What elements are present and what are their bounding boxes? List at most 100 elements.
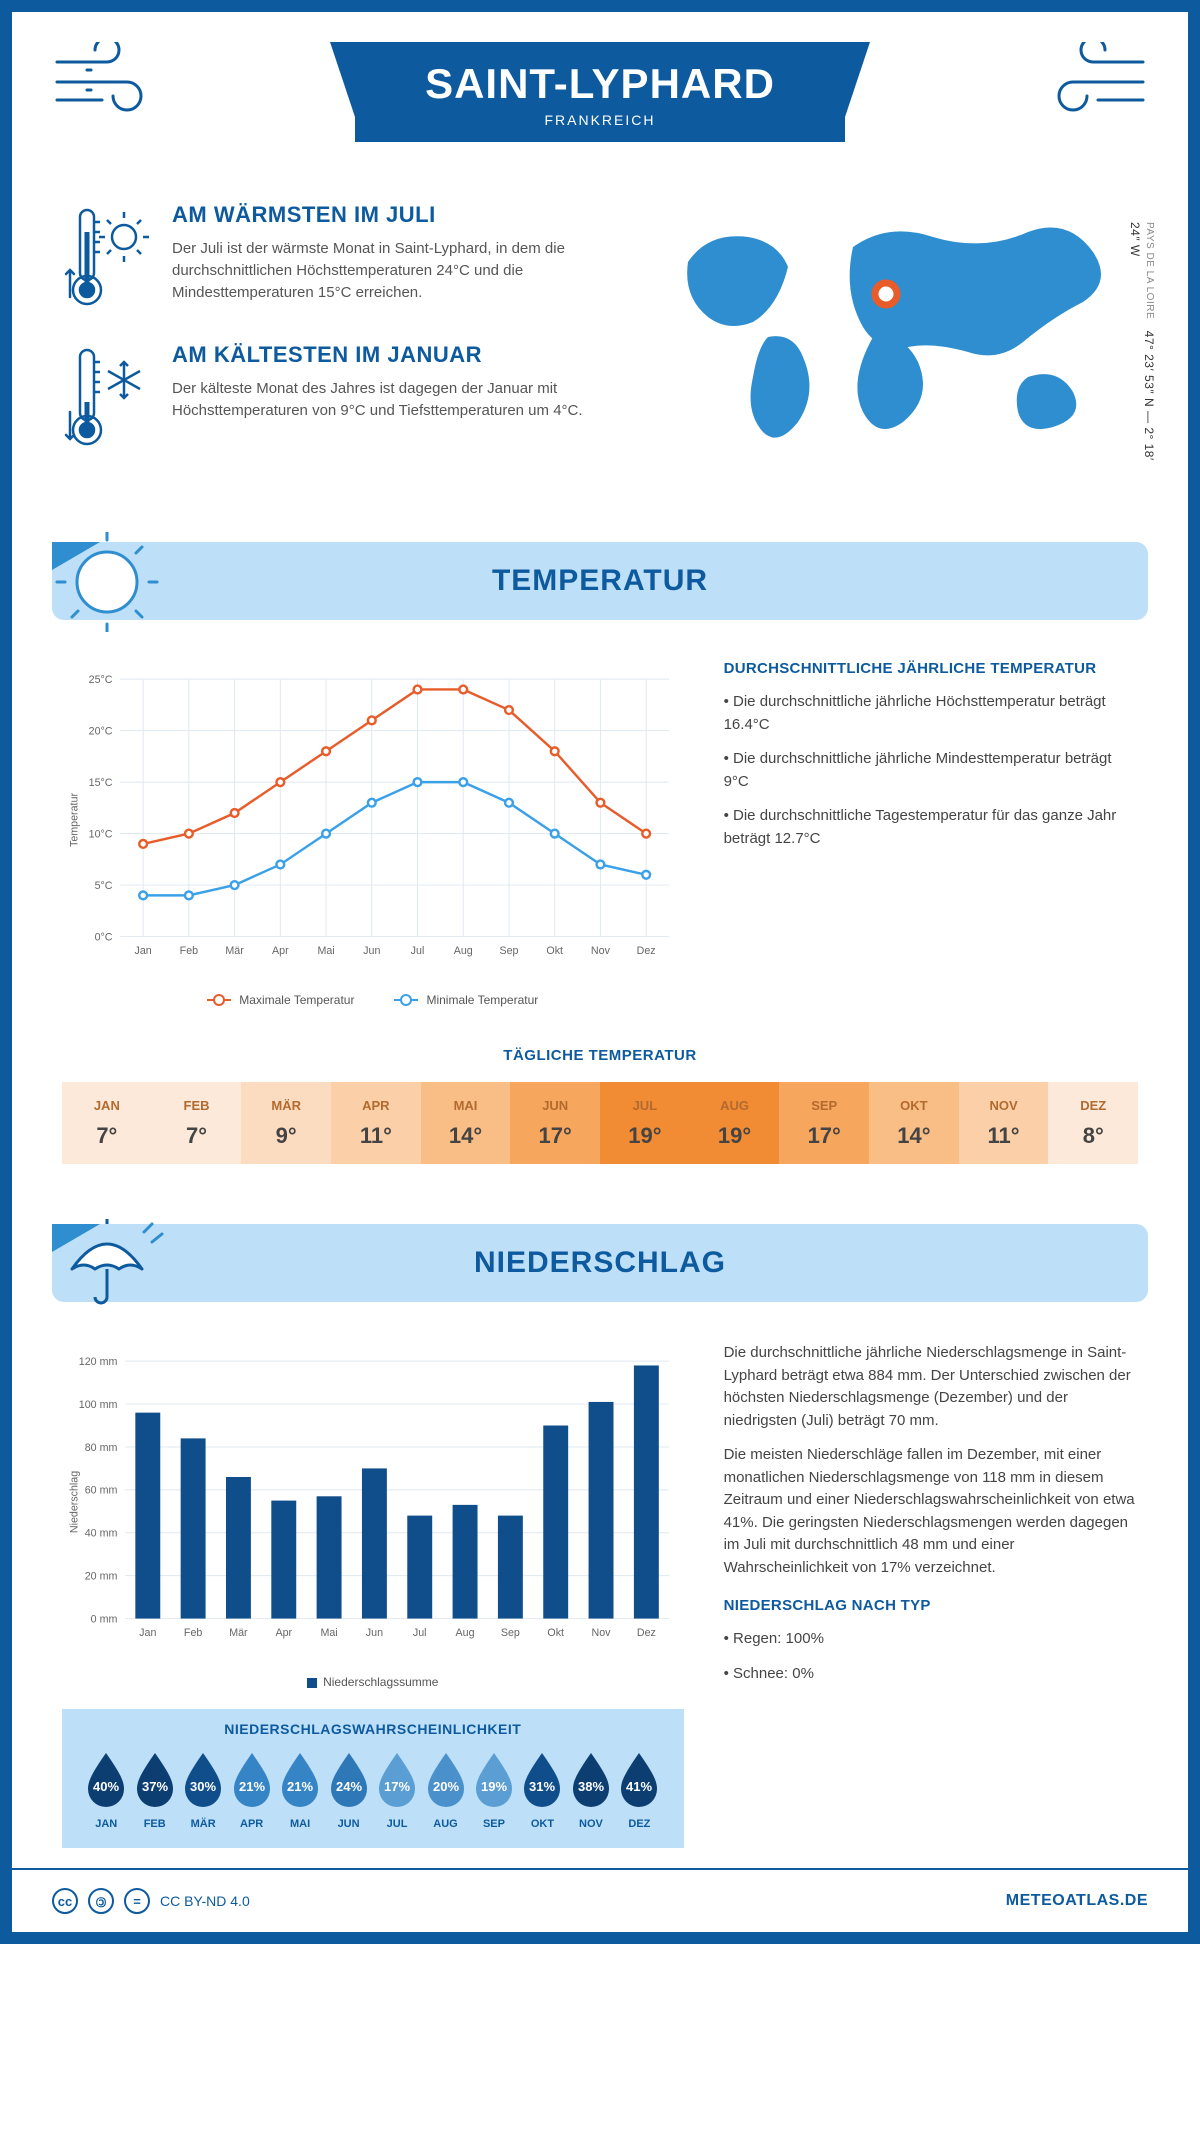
svg-text:Niederschlag: Niederschlag [69, 1471, 81, 1533]
daily-temp-title: TÄGLICHE TEMPERATUR [62, 1047, 1138, 1064]
world-map-icon [658, 202, 1138, 462]
temp-cell: MÄR9° [241, 1082, 331, 1164]
section-title: TEMPERATUR [52, 564, 1148, 598]
precip-text-2: Die meisten Niederschläge fallen im Deze… [724, 1444, 1138, 1579]
svg-text:5°C: 5°C [95, 880, 113, 892]
page-frame: SAINT-LYPHARD FRANKREICH [0, 0, 1200, 1944]
temp-cell: APR11° [331, 1082, 421, 1164]
svg-text:Mai: Mai [317, 945, 334, 957]
wind-icon-right [1028, 42, 1148, 122]
precipitation-bar-chart: 0 mm20 mm40 mm60 mm80 mm100 mm120 mmNied… [62, 1342, 684, 1662]
temp-cell: OKT14° [869, 1082, 959, 1164]
svg-text:Jul: Jul [413, 1627, 427, 1639]
legend-min-label: Minimale Temperatur [426, 993, 538, 1007]
intro-section: AM WÄRMSTEN IM JULI Der Juli ist der wär… [12, 192, 1188, 522]
legend-max-label: Maximale Temperatur [239, 993, 354, 1007]
precip-type-1: • Regen: 100% [724, 1628, 1138, 1651]
cc-icon: cc [52, 1888, 78, 1914]
section-header-temperatur: TEMPERATUR [52, 542, 1148, 620]
license-text: CC BY-ND 4.0 [160, 1893, 250, 1909]
footer: cc 🄯 = CC BY-ND 4.0 METEOATLAS.DE [12, 1868, 1188, 1932]
intro-facts: AM WÄRMSTEN IM JULI Der Juli ist der wär… [62, 202, 618, 482]
svg-text:17%: 17% [384, 1779, 410, 1794]
svg-text:31%: 31% [529, 1779, 555, 1794]
header-banner: SAINT-LYPHARD FRANKREICH [355, 42, 845, 142]
section-header-niederschlag: NIEDERSCHLAG [52, 1224, 1148, 1302]
svg-text:Dez: Dez [637, 945, 656, 957]
svg-text:Mär: Mär [225, 945, 244, 957]
precip-prob-drop: 41%DEZ [615, 1749, 663, 1830]
svg-text:Jan: Jan [135, 945, 152, 957]
temperature-chart-area: 0°C5°C10°C15°C20°C25°CJanFebMärAprMaiJun… [62, 660, 684, 1007]
precip-probability-panel: NIEDERSCHLAGSWAHRSCHEINLICHKEIT 40%JAN37… [62, 1709, 684, 1848]
precip-type-2: • Schnee: 0% [724, 1663, 1138, 1686]
svg-text:30%: 30% [190, 1779, 216, 1794]
svg-text:Okt: Okt [547, 1627, 564, 1639]
temp-cell: FEB7° [152, 1082, 242, 1164]
svg-text:Aug: Aug [454, 945, 473, 957]
temp-side-b3: • Die durchschnittliche Tagestemperatur … [724, 805, 1138, 850]
footer-license: cc 🄯 = CC BY-ND 4.0 [52, 1888, 250, 1914]
page-title: SAINT-LYPHARD [425, 60, 775, 108]
precip-text-1: Die durchschnittliche jährliche Niedersc… [724, 1342, 1138, 1432]
svg-text:Temperatur: Temperatur [69, 793, 81, 847]
svg-text:41%: 41% [626, 1779, 652, 1794]
fact-coldest: AM KÄLTESTEN IM JANUAR Der kälteste Mona… [62, 342, 618, 452]
temp-side-b2: • Die durchschnittliche jährliche Mindes… [724, 748, 1138, 793]
temperature-section: 0°C5°C10°C15°C20°C25°CJanFebMärAprMaiJun… [12, 640, 1188, 1027]
precip-prob-drop: 24%JUN [324, 1749, 372, 1830]
precip-prob-drop: 31%OKT [518, 1749, 566, 1830]
svg-text:19%: 19% [481, 1779, 507, 1794]
svg-text:Mai: Mai [320, 1627, 337, 1639]
precip-prob-drops: 40%JAN37%FEB30%MÄR21%APR21%MAI24%JUN17%J… [82, 1749, 664, 1830]
precip-type-title: NIEDERSCHLAG NACH TYP [724, 1597, 1138, 1614]
svg-text:Nov: Nov [591, 945, 611, 957]
svg-text:Mär: Mär [229, 1627, 248, 1639]
svg-text:Feb: Feb [184, 1627, 202, 1639]
svg-text:Nov: Nov [592, 1627, 612, 1639]
daily-temperature: TÄGLICHE TEMPERATUR JAN7°FEB7°MÄR9°APR11… [12, 1027, 1188, 1204]
fact-cold-title: AM KÄLTESTEN IM JANUAR [172, 342, 618, 368]
svg-text:40 mm: 40 mm [85, 1528, 118, 1540]
temp-cell: SEP17° [779, 1082, 869, 1164]
precip-prob-drop: 37%FEB [130, 1749, 178, 1830]
svg-text:120 mm: 120 mm [79, 1356, 118, 1368]
fact-warmest: AM WÄRMSTEN IM JULI Der Juli ist der wär… [62, 202, 618, 312]
precipitation-section: 0 mm20 mm40 mm60 mm80 mm100 mm120 mmNied… [12, 1322, 1188, 1868]
precip-prob-drop: 40%JAN [82, 1749, 130, 1830]
intro-map: PAYS DE LA LOIRE 47° 23′ 53″ N — 2° 18′ … [658, 202, 1138, 482]
umbrella-icon [52, 1214, 172, 1314]
footer-site: METEOATLAS.DE [1006, 1892, 1148, 1910]
svg-text:25°C: 25°C [89, 674, 113, 686]
temperature-side-text: DURCHSCHNITTLICHE JÄHRLICHE TEMPERATUR •… [724, 660, 1138, 1007]
svg-text:Apr: Apr [275, 1627, 292, 1639]
header: SAINT-LYPHARD FRANKREICH [12, 12, 1188, 192]
svg-text:60 mm: 60 mm [85, 1485, 118, 1497]
svg-text:0 mm: 0 mm [91, 1613, 118, 1625]
temp-cell: NOV11° [959, 1082, 1049, 1164]
svg-text:21%: 21% [287, 1779, 313, 1794]
svg-text:Apr: Apr [272, 945, 289, 957]
precip-prob-drop: 20%AUG [421, 1749, 469, 1830]
svg-text:Sep: Sep [501, 1627, 520, 1639]
temp-side-title: DURCHSCHNITTLICHE JÄHRLICHE TEMPERATUR [724, 660, 1138, 677]
temp-cell: AUG19° [690, 1082, 780, 1164]
by-icon: 🄯 [88, 1888, 114, 1914]
fact-warm-title: AM WÄRMSTEN IM JULI [172, 202, 618, 228]
temp-cell: MAI14° [421, 1082, 511, 1164]
precip-prob-title: NIEDERSCHLAGSWAHRSCHEINLICHKEIT [82, 1721, 664, 1737]
page-subtitle: FRANKREICH [425, 112, 775, 128]
svg-text:20 mm: 20 mm [85, 1571, 118, 1583]
svg-text:Aug: Aug [456, 1627, 475, 1639]
svg-text:40%: 40% [93, 1779, 119, 1794]
sun-icon [52, 532, 172, 632]
svg-text:21%: 21% [239, 1779, 265, 1794]
svg-text:24%: 24% [336, 1779, 362, 1794]
temperature-line-chart: 0°C5°C10°C15°C20°C25°CJanFebMärAprMaiJun… [62, 660, 684, 980]
svg-text:80 mm: 80 mm [85, 1442, 118, 1454]
svg-text:Sep: Sep [499, 945, 518, 957]
precip-prob-drop: 21%APR [227, 1749, 275, 1830]
fact-cold-text: Der kälteste Monat des Jahres ist dagege… [172, 378, 618, 422]
svg-text:Jun: Jun [363, 945, 380, 957]
precipitation-chart-area: 0 mm20 mm40 mm60 mm80 mm100 mm120 mmNied… [62, 1342, 684, 1848]
